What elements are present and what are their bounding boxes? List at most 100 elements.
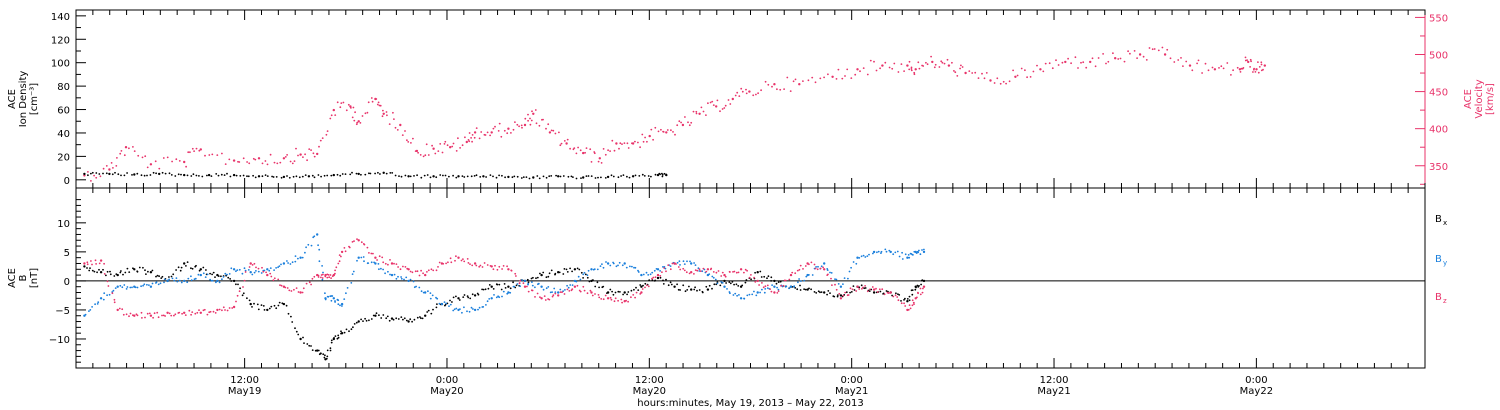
- by-point: [877, 250, 880, 253]
- velocity-point: [835, 78, 838, 80]
- bx-point: [227, 276, 230, 279]
- bx-point: [248, 299, 251, 302]
- velocity-point: [510, 132, 512, 134]
- density-point: [108, 172, 111, 176]
- bz-point: [552, 294, 555, 297]
- bx-point: [602, 285, 605, 288]
- velocity-point: [282, 157, 286, 160]
- velocity-point: [1029, 76, 1032, 78]
- density-point: [452, 174, 454, 177]
- velocity-point: [956, 75, 959, 77]
- velocity-point: [1032, 70, 1035, 73]
- density-point: [152, 171, 155, 174]
- by-point: [244, 269, 247, 272]
- bz-point: [103, 262, 105, 265]
- density-point: [360, 173, 362, 176]
- bz-point: [799, 264, 802, 267]
- bx-point: [93, 270, 96, 273]
- bx-point: [374, 314, 377, 317]
- velocity-point: [846, 68, 849, 71]
- velocity-point: [484, 134, 487, 136]
- bz-point: [232, 305, 236, 309]
- bx-point: [916, 284, 919, 287]
- velocity-point: [1048, 62, 1051, 65]
- bz-point: [340, 250, 344, 254]
- density-point: [528, 177, 531, 180]
- bx-point: [449, 299, 451, 302]
- bx-point: [368, 319, 370, 322]
- bx-point: [908, 299, 911, 302]
- bx-point: [229, 278, 232, 280]
- by-point: [89, 309, 92, 311]
- bx-point: [725, 282, 727, 284]
- bx-point: [89, 267, 91, 269]
- bz-point: [620, 298, 623, 301]
- bx-point: [395, 317, 398, 320]
- velocity-point: [1112, 52, 1114, 55]
- by-point: [202, 272, 205, 275]
- bz-point: [432, 269, 435, 272]
- velocity-point: [702, 110, 705, 113]
- velocity-point: [974, 71, 977, 74]
- by-point: [835, 278, 838, 281]
- velocity-point: [654, 126, 657, 129]
- bz-point: [614, 297, 617, 300]
- velocity-point: [760, 89, 762, 92]
- velocity-tick-label: 500: [1429, 51, 1448, 62]
- bx-point: [378, 314, 380, 317]
- velocity-point: [132, 146, 134, 148]
- density-point: [215, 173, 218, 175]
- bx-point: [507, 285, 510, 288]
- density-point: [407, 175, 410, 178]
- bz-point: [286, 287, 289, 289]
- velocity-point: [959, 67, 961, 70]
- bx-point: [220, 275, 222, 278]
- density-point: [634, 174, 637, 177]
- bx-point: [545, 276, 548, 279]
- b-legend-label: B: [1435, 254, 1442, 265]
- velocity-point: [993, 82, 996, 84]
- bz-point: [634, 296, 636, 299]
- velocity-point: [494, 125, 496, 128]
- velocity-point: [246, 161, 249, 163]
- by-point: [904, 253, 907, 256]
- velocity-point: [529, 123, 532, 126]
- bz-point: [889, 291, 892, 294]
- velocity-point: [700, 106, 703, 109]
- by-point: [856, 256, 859, 259]
- bz-point: [148, 312, 151, 315]
- bx-point: [352, 326, 354, 329]
- bz-point: [625, 299, 627, 302]
- by-point: [527, 282, 530, 285]
- bz-point: [770, 290, 773, 293]
- density-point: [628, 176, 631, 179]
- velocity-point: [407, 141, 410, 143]
- bz-point: [640, 291, 643, 294]
- by-point: [842, 283, 844, 285]
- by-point: [569, 284, 572, 286]
- by-point: [228, 273, 231, 275]
- velocity-point: [123, 154, 126, 157]
- bx-point: [868, 290, 871, 292]
- velocity-point: [345, 109, 348, 112]
- velocity-point: [1226, 62, 1229, 64]
- velocity-point: [680, 121, 682, 124]
- velocity-point: [381, 115, 384, 118]
- velocity-point: [794, 78, 797, 81]
- velocity-point: [566, 138, 569, 141]
- density-point: [170, 174, 173, 176]
- density-point: [105, 172, 108, 175]
- by-point: [872, 250, 876, 254]
- velocity-point: [339, 106, 342, 109]
- density-point: [507, 175, 510, 179]
- bz-point: [804, 265, 807, 267]
- by-point: [858, 257, 861, 259]
- by-point: [488, 298, 491, 300]
- by-point: [91, 306, 93, 308]
- by-point: [751, 293, 754, 296]
- bx-point: [731, 281, 734, 283]
- by-point: [579, 278, 582, 281]
- velocity-point: [1242, 67, 1245, 69]
- velocity-point: [228, 158, 231, 161]
- bz-point: [690, 271, 693, 274]
